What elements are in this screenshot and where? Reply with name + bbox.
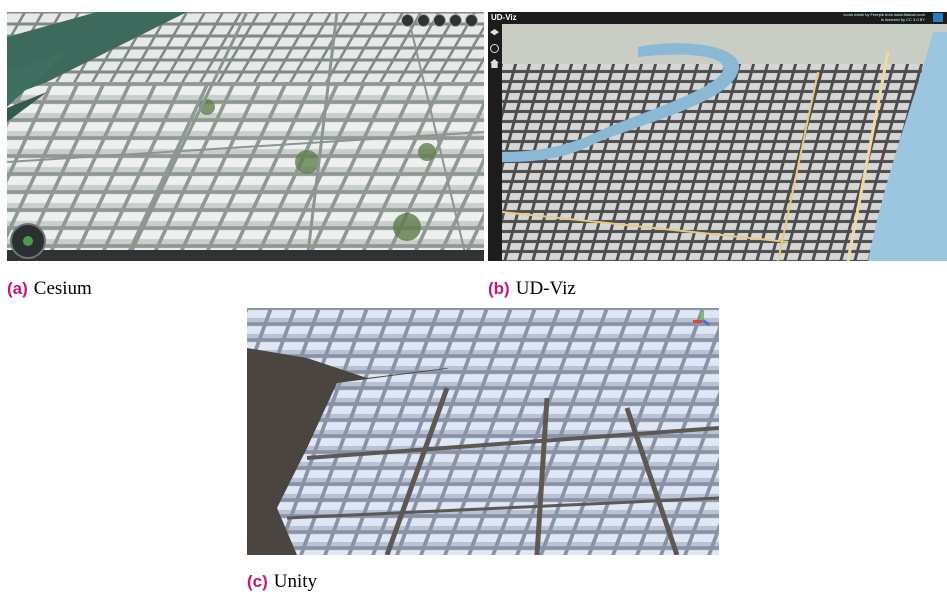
caption-a: (a) Cesium <box>7 278 92 300</box>
caption-label: Cesium <box>33 278 92 299</box>
axis-gizmo-icon[interactable] <box>693 312 711 330</box>
logo-icon <box>933 13 943 22</box>
caption-letter: (a) <box>7 279 28 298</box>
layers-icon[interactable] <box>490 29 499 36</box>
caption-letter: (b) <box>488 279 510 298</box>
cesium-toolbar <box>401 14 478 27</box>
caption-b: (b) UD-Viz <box>488 278 576 300</box>
globe-icon[interactable] <box>433 14 446 27</box>
zoom-icon[interactable] <box>490 44 499 53</box>
gizmo-label[interactable]: < Persp <box>695 334 713 340</box>
side-toolbar <box>490 29 499 68</box>
compass-icon[interactable] <box>10 223 46 259</box>
cesium-viewport[interactable] <box>7 12 484 261</box>
caption-label: UD-Viz <box>515 278 576 299</box>
home-icon[interactable] <box>417 14 430 27</box>
help-icon[interactable] <box>465 14 478 27</box>
caption-c: (c) Unity <box>247 571 317 593</box>
caption-label: Unity <box>273 571 318 592</box>
attribution: Icons made by Freepik from www.flaticon.… <box>843 12 925 22</box>
app-title: UD-Viz <box>491 13 517 22</box>
home-icon[interactable] <box>490 59 499 68</box>
layers-icon[interactable] <box>449 14 462 27</box>
caption-letter: (c) <box>247 572 268 591</box>
attribution-line-1[interactable]: Icons made by Freepik from www.flaticon.… <box>843 12 925 17</box>
unity-viewport[interactable]: < Persp <box>247 308 719 555</box>
udviz-viewport[interactable]: UD-Viz Icons made by Freepik from www.fl… <box>488 12 947 261</box>
search-icon[interactable] <box>401 14 414 27</box>
attribution-line-2[interactable]: is licensed by CC 3.0 BY <box>880 17 925 22</box>
